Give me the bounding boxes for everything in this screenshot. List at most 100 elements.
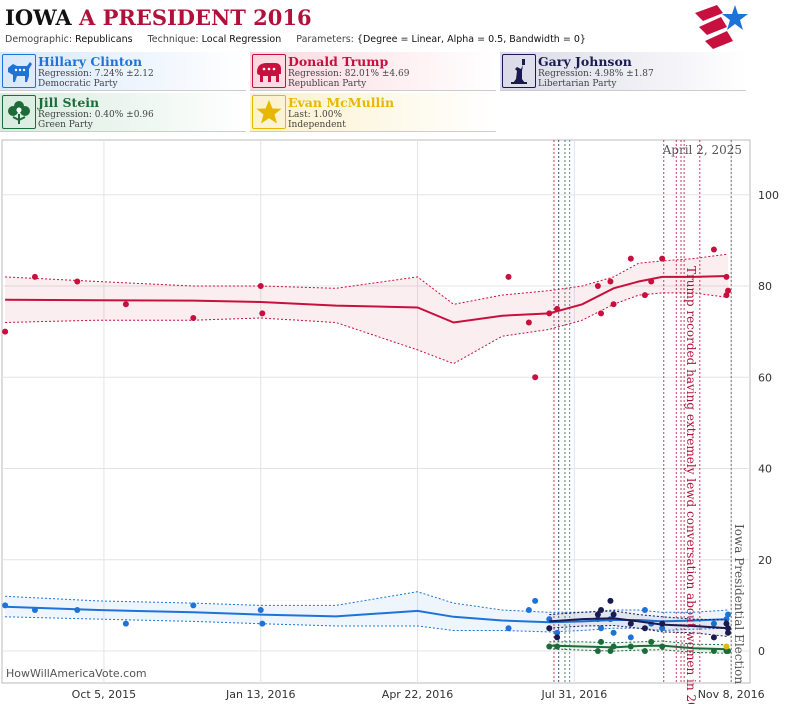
plot-area (1, 139, 751, 684)
candidate-name: Jill Stein (38, 95, 100, 110)
gary-johnson-upper-bound (549, 610, 729, 621)
y-tick-label: 80 (758, 280, 772, 293)
jill-stein-data-point (659, 643, 666, 650)
technique-label: Technique: (147, 34, 199, 45)
gary-johnson-data-point (725, 625, 732, 632)
jill-stein-data-point (648, 638, 655, 645)
poll-chart: 0 20 40 60 80 100 Oct 5, 2015 Jan 13, 2016 Apr 2… (1, 139, 779, 704)
y-tick-label: 0 (758, 645, 765, 658)
hillary-clinton-data-point (74, 606, 81, 613)
candidate-regression: Regression: 0.40% ±0.96 (38, 110, 154, 120)
hillary-clinton-data-point (257, 606, 264, 613)
y-tick-label: 60 (758, 371, 772, 384)
state-name: IOWA (5, 5, 72, 30)
annotation-label: Iowa Presidential Election (732, 524, 746, 684)
demographic-label: Demographic: (5, 34, 73, 45)
gary-johnson-confidence-band (549, 610, 728, 637)
star-logo-icon (695, 5, 748, 49)
candidate-card-trump[interactable]: Donald Trump Regression: 82.01% ±4.69 Re… (250, 52, 496, 91)
hillary-clinton-data-point (190, 602, 197, 609)
hillary-clinton-data-point (659, 625, 666, 632)
donkey-icon (2, 54, 36, 88)
candidate-party: Independent (288, 120, 346, 130)
donald-trump-data-point (594, 283, 601, 290)
jill-stein-lower-bound (549, 648, 729, 654)
parameters-line: Demographic: Republicans Technique: Loca… (5, 34, 598, 45)
candidate-regression: Last: 1.00% (288, 110, 343, 120)
y-tick-label: 100 (758, 189, 779, 202)
jill-stein-data-point (725, 648, 732, 655)
jill-stein-data-point (607, 648, 614, 655)
donald-trump-confidence-band (5, 254, 729, 364)
donald-trump-data-point (725, 287, 732, 294)
hillary-clinton-data-point (641, 606, 648, 613)
gary-johnson-data-point (607, 597, 614, 604)
candidate-card-johnson[interactable]: Gary Johnson Regression: 4.98% ±1.87 Lib… (500, 52, 746, 91)
donald-trump-data-point (641, 292, 648, 299)
donald-trump-data-point (598, 310, 605, 317)
x-tick-label: Jan 13, 2016 (225, 688, 295, 701)
donald-trump-data-point (190, 314, 197, 321)
x-tick-label: Apr 22, 2016 (382, 688, 454, 701)
jill-stein-data-point (598, 638, 605, 645)
donald-trump-data-point (532, 374, 539, 381)
jill-stein-data-point (627, 643, 634, 650)
candidate-name: Hillary Clinton (38, 54, 143, 69)
candidate-name: Donald Trump (288, 54, 389, 69)
candidate-card-clinton[interactable]: Hillary Clinton Regression: 7.24% ±2.12 … (0, 52, 246, 91)
donald-trump-data-point (723, 273, 730, 280)
x-tick-label: Nov 8, 2016 (698, 688, 765, 701)
candidate-party: Republican Party (288, 79, 367, 89)
gary-johnson-lower-bound (549, 624, 729, 637)
donald-trump-data-point (2, 328, 9, 335)
hillary-clinton-data-point (554, 629, 561, 636)
donald-trump-data-point (259, 310, 266, 317)
candidate-card-stein[interactable]: Jill Stein Regression: 0.40% ±0.96 Green… (0, 93, 246, 132)
candidate-regression: Regression: 4.98% ±1.87 (538, 69, 654, 79)
donald-trump-data-point (31, 273, 38, 280)
donald-trump-data-point (627, 255, 634, 262)
hillary-clinton-data-point (598, 625, 605, 632)
donald-trump-data-point (525, 319, 532, 326)
candidate-party: Democratic Party (38, 79, 118, 89)
donald-trump-data-point (74, 278, 81, 285)
jill-stein-upper-bound (549, 640, 729, 646)
donald-trump-data-point (607, 278, 614, 285)
jill-stein-data-point (546, 643, 553, 650)
hillary-clinton-data-point (710, 620, 717, 627)
page-title: IOWA A PRESIDENT 2016 (5, 5, 312, 30)
parameters-label: Parameters: (296, 34, 354, 45)
jill-stein-data-point (610, 643, 617, 650)
hillary-clinton-lower-bound (5, 616, 729, 633)
y-tick-label: 40 (758, 463, 772, 476)
candidate-regression: Regression: 82.01% ±4.69 (288, 69, 410, 79)
star-icon (252, 95, 286, 129)
gary-johnson-data-point (546, 625, 553, 632)
demographic-value: Republicans (75, 34, 133, 45)
gary-johnson-data-point (594, 611, 601, 618)
donald-trump-data-point (610, 301, 617, 308)
donald-trump-data-point (723, 292, 730, 299)
gary-johnson-data-point (723, 620, 730, 627)
hillary-clinton-data-point (610, 629, 617, 636)
donald-trump-data-point (505, 273, 512, 280)
elephant-icon (252, 54, 286, 88)
hillary-clinton-data-point (31, 606, 38, 613)
jill-stein-data-point (594, 648, 601, 655)
donald-trump-trend-line (5, 275, 729, 324)
statue-of-liberty-icon (502, 54, 536, 88)
donald-trump-data-point (257, 283, 264, 290)
gary-johnson-trend-line (549, 617, 729, 630)
donald-trump-data-point (554, 305, 561, 312)
x-tick-label: Jul 31, 2016 (540, 688, 607, 701)
hillary-clinton-data-point (723, 616, 730, 623)
hillary-clinton-data-point (532, 597, 539, 604)
donald-trump-upper-bound (5, 253, 729, 305)
gary-johnson-data-point (627, 620, 634, 627)
date-label: April 2, 2025 (662, 143, 742, 157)
donald-trump-data-point (122, 301, 129, 308)
hillary-clinton-data-point (122, 620, 129, 627)
jill-stein-data-point (710, 648, 717, 655)
candidate-card-mcmullin[interactable]: Evan McMullin Last: 1.00% Independent (250, 93, 496, 132)
hillary-clinton-data-point (259, 620, 266, 627)
